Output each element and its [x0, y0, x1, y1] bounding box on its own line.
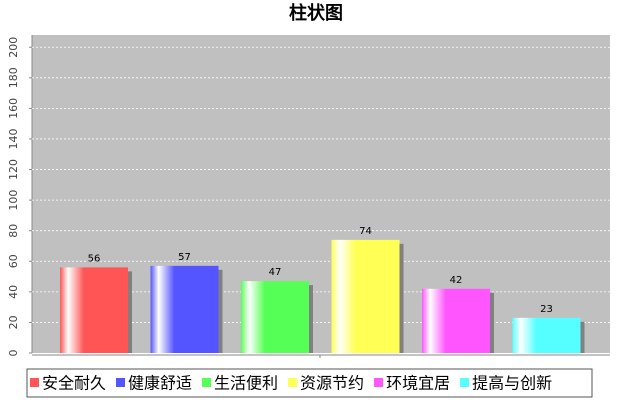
bar: [331, 239, 400, 353]
bar: [60, 267, 128, 353]
y-tick-label: 200: [7, 37, 20, 58]
y-tick-label: 160: [7, 98, 20, 119]
chart-title: 柱状图: [289, 2, 343, 24]
y-tick-label: 120: [7, 159, 20, 180]
data-label: 42: [450, 275, 463, 286]
data-label: 56: [88, 253, 101, 264]
legend-label: 提高与创新: [472, 374, 552, 393]
legend-swatch: [30, 378, 39, 387]
bar: [241, 281, 309, 353]
y-tick-label: 180: [7, 67, 20, 88]
legend-swatch: [116, 378, 126, 387]
y-tick-label: 140: [7, 128, 20, 149]
legend-label: 安全耐久: [42, 374, 106, 393]
data-label: 74: [359, 226, 372, 237]
legend-label: 健康舒适: [128, 374, 192, 393]
data-label: 47: [269, 267, 282, 278]
y-tick-label: 100: [7, 190, 20, 211]
data-label: 57: [178, 252, 191, 263]
bar: [150, 265, 219, 353]
legend-swatch: [460, 378, 470, 387]
legend-swatch: [288, 378, 298, 387]
data-label: 23: [540, 304, 553, 315]
legend-label: 资源节约: [300, 374, 364, 393]
y-tick-label: 60: [7, 254, 20, 268]
legend-label: 环境宜居: [386, 374, 450, 393]
legend-swatch: [202, 378, 212, 387]
legend-label: 生活便利: [214, 374, 278, 393]
y-tick-label: 20: [7, 315, 20, 329]
bar: [422, 288, 490, 353]
y-tick-label: 80: [7, 224, 20, 238]
bar: [512, 317, 581, 353]
y-tick-label: 0: [7, 350, 20, 357]
y-tick-label: 40: [7, 285, 20, 299]
legend-swatch: [374, 378, 384, 387]
